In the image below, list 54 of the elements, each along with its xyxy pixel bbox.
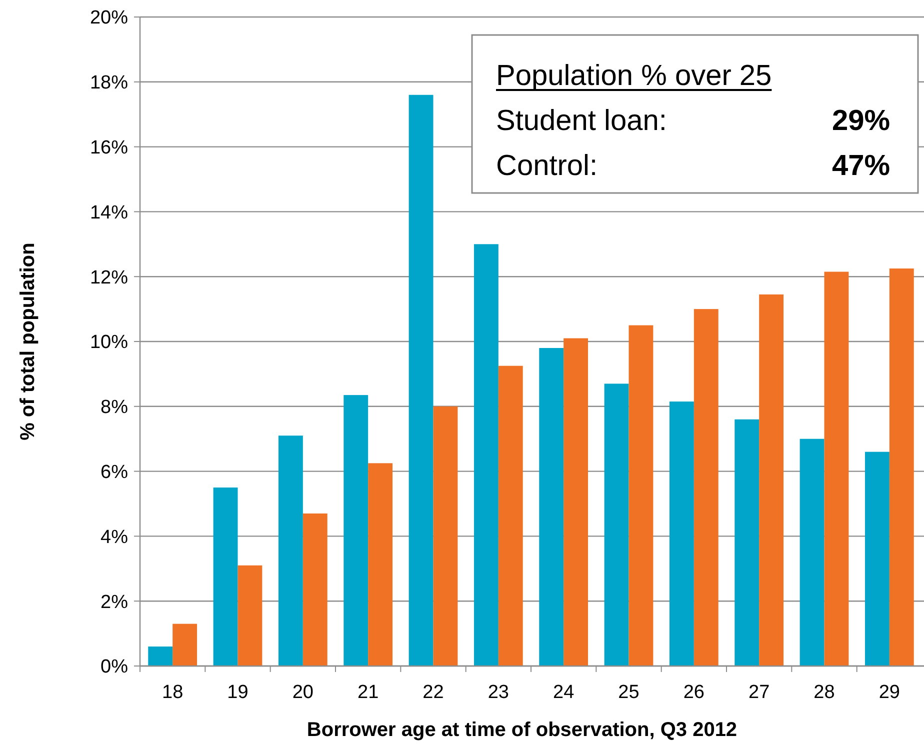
y-tick-label: 2% — [100, 592, 128, 613]
bar — [278, 436, 303, 666]
y-tick-label: 4% — [100, 526, 128, 548]
bar — [238, 565, 262, 666]
bar — [213, 488, 238, 666]
x-tick-label: 21 — [358, 682, 379, 703]
bar — [408, 94, 434, 666]
annotation: 47% — [832, 150, 890, 182]
bar — [669, 402, 694, 666]
bar — [498, 366, 523, 666]
annotation: 29% — [832, 105, 890, 137]
bar — [889, 268, 914, 666]
bar — [734, 419, 760, 666]
bar — [800, 438, 824, 666]
y-axis-title: % of total population — [17, 242, 39, 440]
annotation: Student loan: — [496, 105, 667, 137]
x-tick-label: 28 — [814, 682, 835, 703]
annotation: Control: — [496, 150, 598, 182]
bar — [474, 244, 498, 666]
x-tick-label: 18 — [162, 682, 184, 703]
bar — [433, 406, 458, 666]
bar — [344, 395, 368, 666]
bar — [604, 384, 629, 666]
bar — [628, 325, 654, 666]
x-tick-label: 23 — [488, 682, 509, 703]
bar — [302, 513, 328, 666]
y-tick-label: 8% — [100, 397, 128, 418]
bar — [759, 294, 784, 666]
x-tick-label: 22 — [422, 682, 444, 703]
x-tick-label: 26 — [683, 682, 704, 703]
bar — [172, 624, 198, 666]
annotation: Population % over 25 — [496, 60, 772, 92]
x-tick-label: 25 — [618, 682, 640, 703]
bar — [539, 348, 564, 666]
x-tick-label: 29 — [878, 682, 900, 703]
x-tick-label: 20 — [292, 682, 314, 703]
y-tick-label: 18% — [90, 72, 128, 94]
y-tick-label: 0% — [100, 656, 128, 678]
bar — [864, 452, 890, 666]
bar — [824, 272, 849, 666]
y-tick-label: 6% — [100, 462, 128, 483]
bar — [368, 463, 393, 666]
y-tick-label: 12% — [90, 267, 128, 288]
y-tick-label: 16% — [90, 137, 128, 158]
y-tick-label: 14% — [90, 202, 128, 224]
bar — [694, 309, 718, 666]
bar — [148, 646, 173, 666]
y-tick-label: 10% — [90, 332, 128, 354]
bar — [564, 338, 588, 666]
y-tick-label: 20% — [90, 8, 128, 29]
x-tick-label: 27 — [748, 682, 770, 703]
x-tick-label: 24 — [553, 682, 575, 703]
x-tick-label: 19 — [227, 682, 248, 703]
x-axis-title: Borrower age at time of observation, Q3 2012 — [306, 719, 738, 741]
